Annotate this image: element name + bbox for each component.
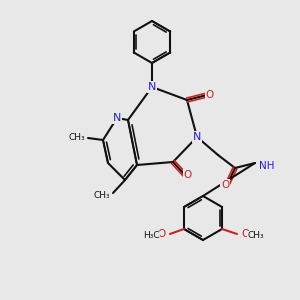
Text: N: N [113, 113, 121, 123]
Text: CH₃: CH₃ [93, 191, 110, 200]
Text: NH: NH [259, 161, 274, 171]
Text: N: N [148, 82, 156, 92]
Text: O: O [158, 229, 166, 239]
Text: H₃C: H₃C [142, 232, 159, 241]
Text: CH₃: CH₃ [68, 134, 85, 142]
Text: CH₃: CH₃ [248, 232, 264, 241]
Text: O: O [206, 90, 214, 100]
Text: N: N [193, 132, 201, 142]
Text: O: O [221, 180, 229, 190]
Text: O: O [241, 229, 249, 239]
Text: O: O [184, 170, 192, 180]
